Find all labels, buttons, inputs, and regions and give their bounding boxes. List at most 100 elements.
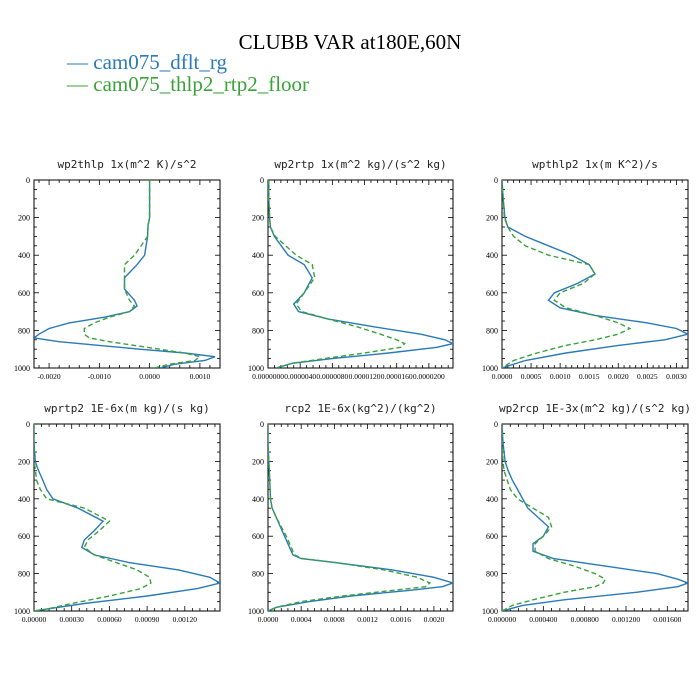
x-tick-label: -0.0010	[88, 372, 111, 381]
y-tick-label: 200	[486, 214, 498, 223]
y-tick-label: 400	[18, 495, 30, 504]
x-tick-label: 0.000800	[571, 615, 599, 624]
x-tick-label: 0.00000	[22, 615, 47, 624]
y-tick-label: 1000	[248, 364, 264, 373]
y-tick-label: 800	[18, 326, 30, 335]
y-tick-label: 800	[252, 326, 264, 335]
y-tick-label: 800	[486, 570, 498, 579]
y-tick-label: 800	[252, 570, 264, 579]
plot-frame	[33, 423, 221, 612]
x-tick-label: 0.0004	[291, 615, 312, 624]
legend-entry-2: — cam075_thlp2_rtp2_floor	[67, 72, 309, 97]
x-tick-label: 0.0000160	[381, 372, 413, 381]
legend-entry-1: — cam075_dflt_rg	[67, 50, 227, 75]
series-line-2	[502, 180, 632, 368]
y-tick-label: 1000	[14, 607, 30, 616]
series-line-1	[268, 180, 453, 368]
x-tick-label: -0.0020	[38, 372, 61, 381]
series-line-2	[83, 180, 202, 368]
x-tick-label: 0.0000120	[349, 372, 381, 381]
x-tick-label: 0.0000080	[316, 372, 348, 381]
x-tick-label: 0.0020	[424, 615, 445, 624]
x-tick-label: 0.0000	[139, 372, 160, 381]
x-tick-label: 0.0012	[357, 615, 378, 624]
x-tick-label: 0.00030	[60, 615, 85, 624]
x-tick-label: 0.0015	[579, 372, 600, 381]
x-tick-label: 0.0010	[190, 372, 211, 381]
panel-title: wp2rcp 1E-3x(m^2 kg)/(s^2 kg)	[499, 402, 691, 415]
x-tick-label: 0.000400	[529, 615, 557, 624]
series-line-1	[268, 424, 453, 611]
y-tick-label: 200	[252, 457, 264, 466]
y-tick-label: 1000	[14, 364, 30, 373]
y-tick-label: 400	[486, 495, 498, 504]
figure-title: CLUBB VAR at180E,60N	[238, 30, 462, 54]
legend-swatch-2: —	[67, 72, 94, 96]
panel-title: wp2thlp 1x(m^2 K)/s^2	[57, 158, 196, 171]
panel-title: wpthlp2 1x(m K^2)/s	[532, 158, 658, 171]
x-tick-label: 0.00060	[97, 615, 122, 624]
chart-panel-2: wp2rtp 1x(m^2 kg)/(s^2 kg) 0 200 400 600 800 1…	[248, 158, 454, 381]
y-tick-label: 0	[494, 420, 498, 429]
series-line-2	[268, 424, 432, 611]
legend-swatch-1: —	[67, 50, 94, 74]
series-line-2	[34, 424, 152, 611]
y-tick-label: 1000	[482, 607, 498, 616]
series-line-1	[502, 424, 688, 611]
x-tick-label: 0.0008	[324, 615, 345, 624]
plot-frame	[33, 179, 221, 369]
x-tick-label: 0.000000	[488, 615, 516, 624]
y-tick-label: 600	[18, 289, 30, 298]
x-tick-label: 0.0010	[550, 372, 571, 381]
panel-title: rcp2 1E-6x(kg^2)/(kg^2)	[284, 402, 436, 415]
y-tick-label: 200	[486, 457, 498, 466]
plot-frame	[501, 423, 689, 612]
x-tick-label: 0.001200	[612, 615, 640, 624]
y-tick-label: 600	[252, 532, 264, 541]
chart-panel-4: wprtp2 1E-6x(m kg)/(s kg) 0 200 400 600 800 10…	[14, 402, 221, 624]
y-tick-label: 400	[486, 251, 498, 260]
y-tick-label: 0	[26, 420, 30, 429]
chart-panel-5: rcp2 1E-6x(kg^2)/(kg^2) 0 200 400 600 800 1000…	[248, 402, 454, 624]
y-tick-label: 0	[26, 176, 30, 185]
x-tick-label: 0.0000000	[252, 372, 284, 381]
plot-frame	[267, 179, 454, 369]
y-tick-label: 200	[18, 214, 30, 223]
y-tick-label: 1000	[482, 364, 498, 373]
x-tick-label: 0.0025	[637, 372, 658, 381]
y-tick-label: 200	[18, 457, 30, 466]
x-tick-label: 0.001600	[653, 615, 681, 624]
x-tick-label: 0.0000	[258, 615, 279, 624]
y-tick-label: 600	[252, 289, 264, 298]
x-tick-label: 0.00090	[135, 615, 160, 624]
x-tick-label: 0.00120	[173, 615, 198, 624]
x-tick-label: 0.0005	[521, 372, 542, 381]
series-line-1	[502, 180, 688, 368]
panel-title: wp2rtp 1x(m^2 kg)/(s^2 kg)	[274, 158, 446, 171]
chart-panel-3: wpthlp2 1x(m K^2)/s020040060080010000.00…	[482, 158, 689, 381]
y-tick-label: 400	[252, 495, 264, 504]
series-line-1	[34, 180, 216, 368]
y-tick-label: 400	[18, 251, 30, 260]
x-tick-label: 0.0000200	[413, 372, 445, 381]
x-tick-label: 0.0016	[390, 615, 411, 624]
y-tick-label: 1000	[248, 607, 264, 616]
y-tick-label: 400	[252, 251, 264, 260]
y-tick-label: 600	[486, 532, 498, 541]
y-tick-label: 800	[18, 570, 30, 579]
chart-panel-6: wp2rcp 1E-3x(m^2 kg)/(s^2 kg)0 200 400 600 8…	[482, 402, 691, 624]
legend-label-1: cam075_dflt_rg	[93, 50, 228, 74]
series-line-2	[502, 424, 607, 611]
y-tick-label: 0	[260, 420, 264, 429]
chart-panel-1: wp2thlp 1x(m^2 K)/s^2 0 200 400 600 800 1000 -0…	[14, 158, 221, 381]
x-tick-label: 0.0030	[666, 372, 687, 381]
series-line-2	[268, 180, 406, 368]
y-tick-label: 600	[486, 289, 498, 298]
panel-title: wprtp2 1E-6x(m kg)/(s kg)	[44, 402, 210, 415]
x-tick-label: 0.0000	[492, 372, 513, 381]
plot-frame	[267, 423, 454, 612]
legend-label-2: cam075_thlp2_rtp2_floor	[93, 72, 310, 96]
y-tick-label: 200	[252, 214, 264, 223]
